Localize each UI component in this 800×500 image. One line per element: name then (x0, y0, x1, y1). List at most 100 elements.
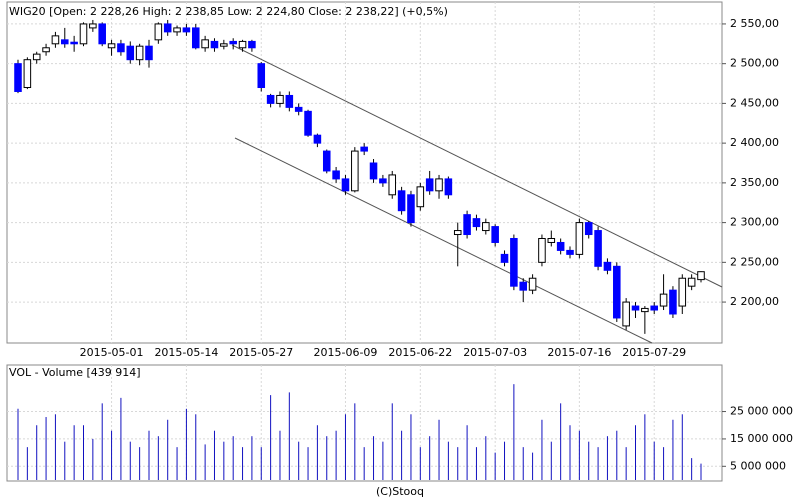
candle-body (32, 53, 41, 61)
candle-body (285, 94, 294, 108)
x-tick-label: 2015-05-27 (229, 346, 293, 359)
candle-body (650, 305, 658, 311)
candle-body (276, 94, 284, 104)
candle-body (351, 150, 359, 192)
y-tick-label: 2 250,00 (730, 255, 779, 268)
y-tick-label: 2 400,00 (730, 136, 779, 149)
candle-body (294, 106, 303, 112)
price-panel (6, 1, 723, 344)
candle-body (360, 146, 368, 152)
candle-body (416, 186, 425, 208)
candle-body (313, 134, 322, 144)
y-tick-label: 5 000 000 (730, 459, 786, 472)
candle-body (341, 178, 350, 192)
footer: (C)Stooq (376, 485, 424, 498)
candle-body (332, 170, 340, 180)
candle-body (379, 178, 387, 184)
candle-body (678, 277, 687, 307)
candle-body (51, 35, 60, 45)
y-tick-label: 2 200,00 (730, 295, 779, 308)
candle-body (257, 63, 266, 89)
candle-body (556, 241, 565, 251)
candle-body (407, 194, 415, 224)
candle-body (126, 45, 135, 61)
candle-body (631, 305, 640, 311)
candle-body (603, 261, 612, 271)
candle-body (622, 301, 630, 327)
y-tick-label: 2 450,00 (730, 96, 779, 109)
candle-body (435, 178, 443, 192)
candle-body (163, 23, 172, 33)
x-tick-label: 2015-05-01 (80, 346, 144, 359)
x-tick-label: 2015-07-16 (547, 346, 611, 359)
candle-body (641, 307, 649, 313)
y-tick-label: 2 550,00 (730, 17, 779, 30)
candle-body (145, 45, 153, 61)
candle-body (98, 23, 106, 45)
candle-body (547, 237, 556, 243)
candle-body (425, 178, 434, 192)
candle-body (191, 27, 200, 49)
x-tick-label: 2015-07-03 (463, 346, 527, 359)
candle-body (154, 23, 163, 41)
candle-body (182, 27, 191, 33)
trend-line (231, 44, 723, 288)
candle-body (220, 43, 228, 47)
candle-body (135, 45, 144, 61)
y-tick-label: 2 500,00 (730, 57, 779, 70)
x-tick-label: 2015-06-22 (388, 346, 452, 359)
candle-body (388, 174, 397, 196)
trend-line (234, 137, 653, 344)
candle-body (463, 214, 471, 236)
candle-body (510, 237, 518, 287)
candle-body (61, 39, 69, 45)
x-tick-label: 2015-05-14 (154, 346, 218, 359)
candle-body (266, 94, 275, 104)
candle-body (322, 150, 331, 172)
candle-body (70, 41, 78, 45)
candle-body (538, 237, 546, 263)
candle-body (482, 222, 490, 232)
candle-body (594, 230, 602, 267)
candle-body (397, 190, 406, 212)
candle-body (79, 23, 88, 45)
candle-body (575, 222, 584, 255)
candle-body (304, 110, 312, 136)
candle-body (248, 40, 256, 49)
candle-body (500, 253, 509, 263)
candle-body (229, 40, 237, 45)
candle-body (669, 289, 677, 315)
x-tick-label: 2015-07-29 (622, 346, 686, 359)
candle-body (613, 265, 621, 319)
candle-body (369, 162, 378, 180)
candle-body (444, 178, 453, 196)
candle-body (697, 271, 705, 281)
candle-body (107, 43, 116, 49)
candle-body (210, 40, 219, 49)
candle-body (519, 281, 528, 291)
candle-body (687, 277, 696, 287)
chart-title: VOL - Volume [439 914] (9, 366, 141, 379)
candle-body (14, 63, 22, 92)
candle-body (173, 27, 181, 33)
y-tick-label: 25 000 000 (730, 405, 793, 418)
candle-body (42, 47, 50, 53)
x-tick-label: 2015-06-09 (313, 346, 377, 359)
candle-body (566, 249, 574, 255)
candle-body (584, 222, 593, 236)
y-tick-label: 15 000 000 (730, 432, 793, 445)
candle-body (23, 59, 32, 89)
candle-body (117, 43, 125, 53)
chart-title: WIG20 [Open: 2 228,26 High: 2 238,85 Low… (9, 5, 448, 18)
candle-body (659, 293, 668, 307)
candle-body (453, 230, 462, 236)
candle-body (238, 40, 247, 49)
y-tick-label: 2 300,00 (730, 216, 779, 229)
candle-body (528, 277, 537, 291)
candle-body (89, 23, 97, 29)
candle-body (201, 39, 209, 49)
y-tick-label: 2 350,00 (730, 176, 779, 189)
candle-body (472, 218, 481, 228)
candle-body (491, 226, 499, 243)
